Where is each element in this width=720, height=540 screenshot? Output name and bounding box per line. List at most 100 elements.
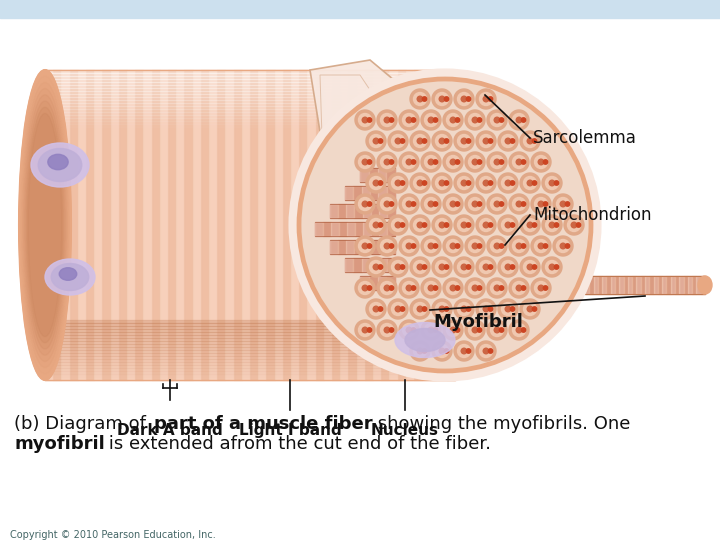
- Circle shape: [388, 173, 408, 193]
- Circle shape: [439, 138, 445, 144]
- Circle shape: [544, 286, 548, 290]
- Text: Light I band: Light I band: [238, 423, 341, 438]
- Circle shape: [454, 341, 474, 361]
- Bar: [585, 276, 705, 294]
- Circle shape: [446, 240, 459, 253]
- Circle shape: [446, 281, 459, 294]
- Bar: [176, 70, 184, 380]
- Circle shape: [439, 348, 445, 354]
- Circle shape: [436, 345, 449, 357]
- Circle shape: [421, 110, 441, 130]
- Ellipse shape: [310, 223, 340, 243]
- Circle shape: [488, 223, 492, 227]
- Circle shape: [534, 281, 547, 294]
- Circle shape: [477, 118, 482, 122]
- Bar: [86, 70, 94, 380]
- Circle shape: [487, 236, 507, 256]
- Bar: [447, 70, 455, 380]
- Circle shape: [444, 181, 449, 185]
- Circle shape: [411, 118, 415, 122]
- Bar: [324, 70, 332, 380]
- Circle shape: [531, 152, 551, 172]
- Circle shape: [509, 320, 529, 340]
- Bar: [45, 374, 455, 377]
- Circle shape: [433, 118, 438, 122]
- Bar: [315, 70, 324, 380]
- Circle shape: [411, 160, 415, 164]
- Circle shape: [400, 223, 405, 227]
- Circle shape: [380, 156, 394, 168]
- Bar: [649, 276, 654, 294]
- Circle shape: [378, 139, 383, 143]
- Circle shape: [439, 222, 445, 228]
- Circle shape: [565, 244, 570, 248]
- Circle shape: [446, 323, 459, 336]
- Bar: [45, 112, 455, 115]
- Bar: [654, 276, 658, 294]
- Circle shape: [502, 177, 515, 190]
- Circle shape: [467, 181, 471, 185]
- Circle shape: [436, 177, 449, 190]
- Circle shape: [444, 223, 449, 227]
- Ellipse shape: [23, 89, 67, 361]
- Bar: [688, 276, 692, 294]
- Bar: [307, 70, 315, 380]
- Circle shape: [509, 278, 529, 298]
- Circle shape: [390, 118, 394, 122]
- Circle shape: [366, 173, 386, 193]
- Circle shape: [472, 117, 478, 123]
- Bar: [354, 240, 362, 254]
- Circle shape: [425, 113, 438, 126]
- Circle shape: [378, 181, 383, 185]
- Circle shape: [564, 215, 584, 235]
- Text: Copyright © 2010 Pearson Education, Inc.: Copyright © 2010 Pearson Education, Inc.: [10, 530, 216, 540]
- Circle shape: [433, 286, 438, 290]
- Circle shape: [542, 215, 562, 235]
- Circle shape: [532, 139, 536, 143]
- Circle shape: [373, 180, 379, 186]
- Bar: [658, 276, 662, 294]
- Circle shape: [523, 260, 536, 273]
- Ellipse shape: [51, 264, 89, 291]
- Circle shape: [450, 285, 456, 291]
- Circle shape: [369, 219, 382, 232]
- Circle shape: [542, 257, 562, 277]
- Text: Mitochondrion: Mitochondrion: [533, 206, 652, 224]
- Bar: [360, 168, 369, 182]
- Bar: [45, 332, 455, 335]
- Bar: [379, 240, 387, 254]
- Circle shape: [520, 131, 540, 151]
- Circle shape: [444, 97, 449, 101]
- Circle shape: [355, 278, 375, 298]
- Bar: [315, 222, 323, 236]
- Circle shape: [534, 156, 547, 168]
- Ellipse shape: [326, 197, 364, 223]
- Bar: [593, 276, 598, 294]
- Circle shape: [380, 281, 394, 294]
- Bar: [373, 70, 381, 380]
- Bar: [397, 70, 406, 380]
- Circle shape: [483, 306, 489, 312]
- Bar: [45, 94, 455, 97]
- Circle shape: [390, 328, 394, 332]
- Circle shape: [544, 202, 548, 206]
- Circle shape: [462, 96, 467, 102]
- Text: Sarcolemma: Sarcolemma: [533, 129, 637, 147]
- Circle shape: [521, 118, 526, 122]
- Circle shape: [477, 286, 482, 290]
- Circle shape: [523, 302, 536, 315]
- Circle shape: [488, 139, 492, 143]
- Circle shape: [439, 306, 445, 312]
- Circle shape: [378, 223, 383, 227]
- Circle shape: [455, 328, 459, 332]
- Circle shape: [399, 152, 419, 172]
- Circle shape: [510, 223, 515, 227]
- Circle shape: [560, 201, 566, 207]
- Circle shape: [399, 110, 419, 130]
- Ellipse shape: [38, 148, 82, 181]
- Bar: [330, 204, 338, 218]
- Circle shape: [521, 202, 526, 206]
- Circle shape: [513, 240, 526, 253]
- Circle shape: [390, 286, 394, 290]
- Circle shape: [392, 302, 405, 315]
